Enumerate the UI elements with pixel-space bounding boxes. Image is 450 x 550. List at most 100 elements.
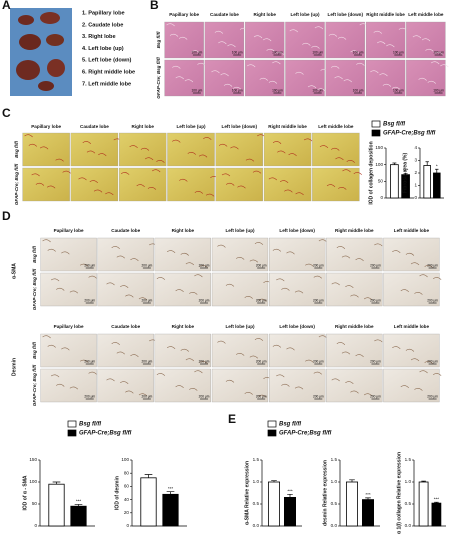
scale-text: 100 μm: [272, 88, 283, 92]
texture: [268, 80, 278, 84]
texture: [374, 339, 383, 343]
texture: [211, 70, 220, 74]
texture: [262, 38, 272, 42]
texture: [336, 342, 346, 345]
scale-text: 200 μm: [370, 394, 381, 398]
legend-label: Bsg fl/fl: [79, 422, 101, 428]
micrograph: [215, 132, 263, 167]
texture: [24, 134, 33, 138]
texture: [421, 38, 431, 42]
scale-text: 100 μm: [353, 50, 364, 54]
error-bar: [166, 491, 175, 495]
micrograph: [263, 167, 312, 202]
micrograph: [285, 59, 325, 97]
texture: [414, 291, 423, 295]
bar: [423, 165, 431, 199]
y-tick-label: 1.5: [331, 457, 338, 462]
micrograph: [269, 333, 326, 368]
texture: [303, 138, 313, 142]
texture: [120, 381, 129, 385]
texture: [184, 79, 194, 83]
y-tick-label: 1.5: [253, 457, 260, 462]
column-header: Caudate lobe: [111, 324, 140, 329]
texture: [272, 141, 282, 144]
texture: [316, 88, 326, 92]
y-axis-label: α 1(I) collagen Relative expression: [396, 452, 402, 534]
scale-text: 100 μm: [192, 50, 203, 54]
lobe-item: 2. Caudate lobe: [82, 22, 123, 28]
error-bar: [74, 504, 83, 507]
column-header: Left middle lobe: [408, 12, 444, 17]
micrograph: [325, 59, 365, 97]
scale-text: 200 μm: [370, 359, 381, 363]
row-label: Bsg fl/fl: [156, 31, 161, 49]
row-label: GFAP-Cre; Bsg fl/fl: [14, 163, 19, 205]
y-tick-label: 4: [414, 145, 417, 150]
bar: [418, 481, 429, 527]
column-header: Left lobe (down): [328, 12, 364, 17]
lobe-item: 7. Left middle lobe: [82, 81, 131, 87]
error-bar: [349, 479, 355, 482]
scale-text: 200 μm: [142, 263, 153, 267]
legend-label: GFAP-Cre;Bsg fl/fl: [279, 431, 332, 437]
texture: [272, 61, 281, 65]
texture: [440, 64, 449, 68]
texture: [237, 185, 246, 189]
row-label: GFAP-Cre; Bsg fl/fl: [156, 57, 161, 99]
legend-swatch: [67, 429, 77, 437]
texture: [187, 151, 196, 155]
texture: [189, 387, 198, 391]
texture: [61, 251, 70, 255]
legend-swatch: [371, 129, 381, 137]
texture: [56, 383, 65, 387]
micrograph: [164, 59, 204, 97]
texture: [350, 50, 359, 54]
texture: [412, 35, 422, 39]
texture: [214, 30, 224, 34]
texture: [272, 344, 282, 348]
texture: [194, 370, 203, 374]
error-bar: [425, 161, 429, 166]
texture: [35, 182, 45, 186]
texture: [156, 373, 166, 376]
y-tick-label: 100: [29, 479, 37, 484]
y-tick-label: 0: [380, 195, 383, 200]
column-header: Papillary lobe: [54, 228, 84, 233]
texture: [194, 191, 204, 194]
annotation: ***: [287, 489, 293, 494]
legend-label: GFAP-Cre;Bsg fl/fl: [383, 131, 436, 137]
texture: [277, 150, 286, 154]
bar: [431, 502, 442, 527]
micrograph: [70, 132, 119, 167]
column-header: Left lobe (down): [279, 324, 315, 329]
micrograph: [204, 59, 245, 97]
texture: [424, 265, 433, 268]
bar: [70, 505, 87, 527]
panel-label: E: [228, 412, 236, 426]
micrograph: [211, 368, 269, 403]
texture: [225, 283, 235, 287]
column-header: Papillary lobe: [54, 324, 84, 329]
y-tick-label: 1.0: [331, 479, 338, 484]
texture: [106, 378, 115, 382]
y-tick-label: 100: [121, 457, 129, 462]
scale-text: 200 μm: [84, 394, 95, 398]
texture: [335, 157, 344, 161]
scale-text: 200 μm: [370, 298, 381, 302]
texture: [419, 370, 428, 374]
texture: [152, 169, 161, 173]
y-tick-label: 3: [414, 158, 417, 163]
error-bar: [434, 501, 439, 504]
texture: [140, 147, 150, 151]
y-tick-label: 1.0: [405, 479, 412, 484]
y-tick-label: 40: [124, 497, 130, 502]
texture: [125, 390, 134, 394]
texture: [331, 147, 340, 151]
y-tick-label: 100: [375, 162, 383, 167]
micrograph: [119, 167, 167, 202]
bar: [433, 172, 441, 199]
y-tick-label: 1.5: [405, 457, 412, 462]
micrograph: [326, 272, 383, 307]
column-header: Caudate lobe: [210, 12, 239, 17]
texture: [47, 344, 56, 348]
